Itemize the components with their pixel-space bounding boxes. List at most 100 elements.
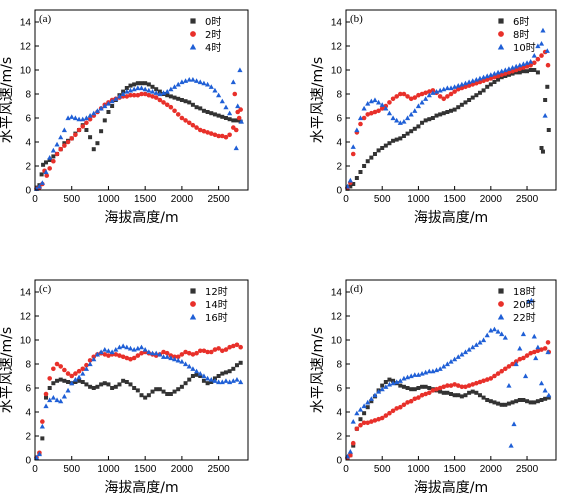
panel-tag: (b) [350, 13, 363, 25]
data-point [234, 118, 239, 123]
data-point [91, 147, 96, 152]
data-point [459, 394, 464, 399]
data-point [58, 134, 64, 140]
data-point [426, 368, 432, 374]
data-point [513, 63, 519, 69]
data-point [361, 420, 367, 426]
x-tick-label: 1000 [407, 194, 430, 205]
data-point [390, 115, 396, 121]
data-point [448, 85, 454, 91]
x-tick-label: 1000 [97, 194, 120, 205]
data-point [444, 361, 450, 367]
data-point [495, 73, 501, 79]
data-point [412, 396, 418, 402]
data-point [80, 371, 86, 376]
data-point [503, 74, 508, 78]
y-tick-label: 10 [331, 66, 343, 77]
data-point [171, 84, 178, 89]
data-point [517, 398, 522, 402]
data-point [416, 386, 421, 390]
data-point [365, 399, 371, 405]
data-point [113, 96, 119, 101]
y-tick-label: 12 [20, 312, 32, 323]
data-point [477, 79, 483, 85]
data-point [455, 83, 461, 88]
data-point [386, 110, 393, 116]
data-point [95, 384, 100, 389]
data-point [51, 158, 56, 164]
data-point [43, 391, 49, 397]
data-point [165, 392, 170, 396]
data-point [69, 373, 75, 379]
data-point [531, 60, 537, 66]
data-point [190, 77, 196, 82]
panel-d: 0 500 1000 1500 2000 2500 0 2 4 6 8 10 12 14 海拔高度/m 水平风… [310, 279, 557, 496]
data-point [238, 107, 243, 112]
data-point [362, 411, 367, 416]
data-point [528, 62, 533, 68]
data-point [135, 353, 141, 358]
data-point [401, 119, 407, 124]
data-point [423, 384, 428, 389]
data-point [499, 368, 504, 374]
data-point [477, 379, 483, 385]
data-point [444, 85, 450, 91]
legend-label: 20时 [513, 299, 536, 311]
data-point [412, 126, 417, 131]
data-point [473, 342, 479, 347]
legend-marker [189, 43, 197, 50]
x-tick-label: 500 [374, 464, 391, 475]
data-point [387, 141, 392, 146]
data-point [408, 96, 414, 102]
data-point [375, 99, 382, 105]
data-point [365, 101, 371, 106]
data-point [179, 98, 184, 102]
data-point [120, 343, 126, 349]
data-point [492, 80, 497, 84]
data-point [401, 91, 407, 97]
data-point [423, 118, 428, 123]
data-point [142, 347, 148, 352]
data-point [543, 98, 548, 102]
x-tick-label: 1500 [134, 194, 157, 205]
data-point [426, 92, 432, 98]
data-point [474, 80, 479, 86]
data-point [513, 361, 519, 367]
data-point [65, 371, 71, 376]
data-point [420, 384, 425, 389]
data-point [398, 383, 403, 388]
data-point [416, 92, 421, 98]
data-point [488, 399, 493, 404]
data-point [452, 84, 458, 89]
data-point [379, 102, 385, 107]
data-point [58, 146, 64, 152]
data-point [135, 345, 141, 351]
legend-marker [190, 301, 196, 307]
data-point [179, 384, 184, 389]
data-point [524, 60, 530, 65]
data-point [128, 356, 133, 362]
data-point [462, 349, 469, 355]
data-point [467, 98, 472, 102]
data-point [481, 88, 486, 93]
legend-label: 2时 [205, 29, 221, 41]
data-point [116, 344, 123, 350]
data-point [535, 43, 541, 49]
data-point [538, 41, 545, 46]
data-point [434, 386, 439, 392]
data-point [84, 128, 89, 132]
x-tick-label: 0 [343, 194, 349, 205]
data-point [372, 152, 377, 156]
data-point [477, 75, 483, 81]
data-point [65, 115, 71, 121]
data-point [36, 451, 43, 457]
data-point [376, 108, 381, 114]
data-point [449, 108, 453, 113]
data-point [416, 395, 421, 400]
x-tick-label: 0 [32, 194, 38, 205]
y-tick-label: 12 [331, 312, 343, 323]
data-point [347, 177, 353, 183]
data-point [198, 374, 203, 378]
data-point [372, 97, 378, 103]
